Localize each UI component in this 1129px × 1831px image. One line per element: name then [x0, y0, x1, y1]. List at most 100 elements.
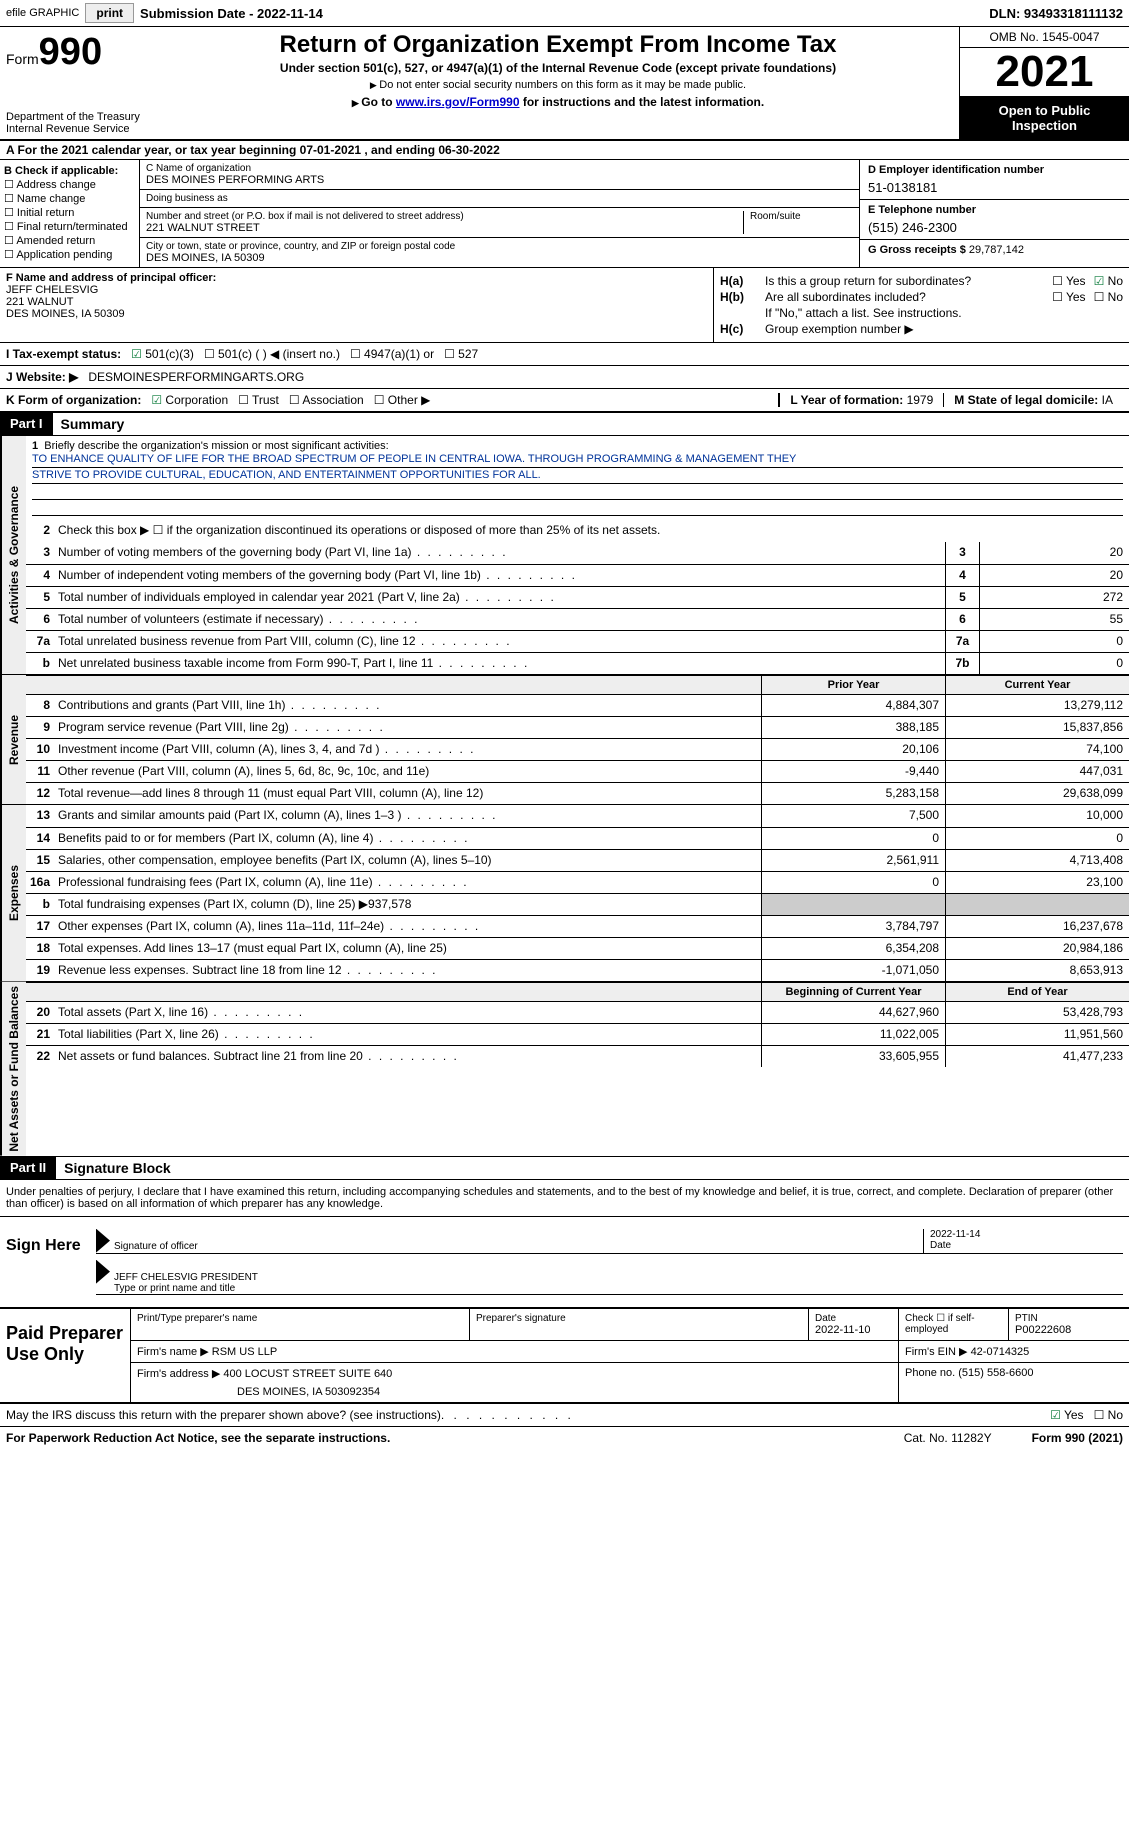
discuss-no[interactable]: No — [1094, 1408, 1123, 1422]
preparer-fields: Print/Type preparer's name Preparer's si… — [130, 1309, 1129, 1402]
ha-row: H(a) Is this a group return for subordin… — [720, 274, 1123, 288]
prep-sig-label: Preparer's signature — [476, 1313, 802, 1324]
chk-association[interactable]: Association — [289, 393, 364, 407]
discuss-row: May the IRS discuss this return with the… — [0, 1404, 1129, 1427]
line-4-val: 20 — [979, 565, 1129, 586]
chk-501c[interactable]: 501(c) ( ) ◀ (insert no.) — [204, 347, 340, 361]
line-5-num: 5 — [26, 587, 54, 608]
cat-no: Cat. No. 11282Y — [904, 1431, 992, 1445]
ha-yes[interactable]: Yes — [1052, 274, 1085, 288]
col-c-org-info: C Name of organization DES MOINES PERFOR… — [140, 160, 859, 267]
chk-501c3[interactable]: 501(c)(3) — [131, 347, 194, 361]
prep-date-val: 2022-11-10 — [815, 1324, 870, 1336]
chk-amended[interactable]: Amended return — [4, 234, 135, 247]
line-9-text: Program service revenue (Part VIII, line… — [54, 717, 761, 738]
hb-no[interactable]: No — [1094, 290, 1123, 304]
activities-content: 1 Briefly describe the organization's mi… — [26, 436, 1129, 674]
line-8-current: 13,279,112 — [945, 695, 1129, 716]
form-num: 990 — [39, 31, 102, 73]
line-2-text: Check this box ▶ ☐ if the organization d… — [54, 520, 1129, 542]
ha-no[interactable]: No — [1094, 274, 1123, 288]
part-i-title: Summary — [53, 413, 133, 435]
line-7b-val: 0 — [979, 653, 1129, 674]
chk-trust[interactable]: Trust — [238, 393, 279, 407]
expenses-content: 13 Grants and similar amounts paid (Part… — [26, 805, 1129, 981]
line-16b-prior — [761, 894, 945, 915]
room-col: Room/suite — [743, 211, 853, 234]
line-3: 3 Number of voting members of the govern… — [26, 542, 1129, 564]
hb-yes[interactable]: Yes — [1052, 290, 1085, 304]
line-5: 5 Total number of individuals employed i… — [26, 586, 1129, 608]
vtab-netassets: Net Assets or Fund Balances — [0, 982, 26, 1156]
prep-ptin-val: P00222608 — [1015, 1324, 1071, 1336]
m-label: M State of legal domicile: — [954, 393, 1098, 407]
mission-block: 1 Briefly describe the organization's mi… — [26, 436, 1129, 520]
k-label: K Form of organization: — [6, 393, 141, 407]
chk-other[interactable]: Other ▶ — [374, 393, 431, 407]
line-19-text: Revenue less expenses. Subtract line 18 … — [54, 960, 761, 981]
line-5-text: Total number of individuals employed in … — [54, 587, 945, 608]
part-ii-title: Signature Block — [56, 1157, 179, 1179]
vtab-expenses: Expenses — [0, 805, 26, 981]
col-d-ein: D Employer identification number 51-0138… — [859, 160, 1129, 267]
discuss-yes[interactable]: Yes — [1050, 1408, 1083, 1422]
prior-year-header: Prior Year — [761, 676, 945, 694]
discuss-text: May the IRS discuss this return with the… — [6, 1408, 441, 1422]
line-8: 8 Contributions and grants (Part VIII, l… — [26, 694, 1129, 716]
header-left: Form990 Department of the Treasury Inter… — [0, 27, 157, 139]
org-name: DES MOINES PERFORMING ARTS — [146, 174, 853, 186]
line-19-num: 19 — [26, 960, 54, 981]
line-6-box: 6 — [945, 609, 979, 630]
officer-addr1: 221 WALNUT — [6, 296, 707, 308]
ein-value: 51-0138181 — [868, 180, 1121, 195]
line-14-prior: 0 — [761, 828, 945, 849]
officer-label: F Name and address of principal officer: — [6, 272, 707, 284]
chk-4947[interactable]: 4947(a)(1) or — [350, 347, 434, 361]
vtab-activities: Activities & Governance — [0, 436, 26, 674]
mission-label: Briefly describe the organization's miss… — [44, 440, 388, 452]
firm-name-val: RSM US LLP — [212, 1346, 277, 1358]
part-ii-header: Part II Signature Block — [0, 1157, 1129, 1180]
line-10: 10 Investment income (Part VIII, column … — [26, 738, 1129, 760]
omb-number: OMB No. 1545-0047 — [960, 27, 1129, 48]
firm-phone-val: (515) 558-6600 — [958, 1367, 1033, 1379]
line-21-text: Total liabilities (Part X, line 26) — [54, 1024, 761, 1045]
firm-name-cell: Firm's name ▶ RSM US LLP — [131, 1341, 899, 1362]
gross-cell: G Gross receipts $ 29,787,142 — [860, 240, 1129, 267]
line-10-num: 10 — [26, 739, 54, 760]
chk-527[interactable]: 527 — [444, 347, 478, 361]
chk-final-return[interactable]: Final return/terminated — [4, 220, 135, 233]
chk-name-change[interactable]: Name change — [4, 192, 135, 205]
line-3-num: 3 — [26, 542, 54, 564]
netassets-section: Net Assets or Fund Balances Beginning of… — [0, 982, 1129, 1157]
sig-name-val: JEFF CHELESVIG PRESIDENT — [114, 1272, 1123, 1283]
city-label: City or town, state or province, country… — [146, 241, 853, 252]
line-19: 19 Revenue less expenses. Subtract line … — [26, 959, 1129, 981]
chk-corporation[interactable]: Corporation — [151, 393, 228, 407]
arrow-icon-2 — [96, 1260, 110, 1284]
chk-address-change[interactable]: Address change — [4, 178, 135, 191]
irs-link[interactable]: www.irs.gov/Form990 — [396, 95, 520, 109]
prep-date: Date2022-11-10 — [809, 1309, 899, 1340]
line-7a-text: Total unrelated business revenue from Pa… — [54, 631, 945, 652]
col-b-label: B Check if applicable: — [4, 165, 135, 177]
line-16a-prior: 0 — [761, 872, 945, 893]
street-col: Number and street (or P.O. box if mail i… — [146, 211, 743, 234]
line-9-current: 15,837,856 — [945, 717, 1129, 738]
col-f-officer: F Name and address of principal officer:… — [0, 268, 714, 342]
gross-label: G Gross receipts $ — [868, 244, 966, 256]
print-button[interactable]: print — [85, 3, 134, 23]
line-8-num: 8 — [26, 695, 54, 716]
line-21: 21 Total liabilities (Part X, line 26) 1… — [26, 1023, 1129, 1045]
part-i-header: Part I Summary — [0, 413, 1129, 436]
line-13: 13 Grants and similar amounts paid (Part… — [26, 805, 1129, 827]
line-10-text: Investment income (Part VIII, column (A)… — [54, 739, 761, 760]
prep-print-name: Print/Type preparer's name — [131, 1309, 470, 1340]
j-label: J Website: ▶ — [6, 370, 78, 384]
chk-initial-return[interactable]: Initial return — [4, 206, 135, 219]
firm-addr-cell: Firm's address ▶ 400 LOCUST STREET SUITE… — [131, 1363, 899, 1402]
line-7a-box: 7a — [945, 631, 979, 652]
lm-box: L Year of formation: 1979 M State of leg… — [778, 393, 1123, 407]
street-label: Number and street (or P.O. box if mail i… — [146, 211, 743, 222]
chk-application[interactable]: Application pending — [4, 248, 135, 261]
